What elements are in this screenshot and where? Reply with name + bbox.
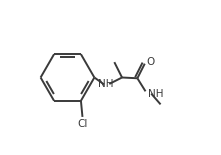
Text: NH: NH bbox=[98, 79, 114, 89]
Text: NH: NH bbox=[148, 89, 163, 99]
Text: Cl: Cl bbox=[77, 119, 88, 129]
Text: O: O bbox=[146, 57, 154, 67]
